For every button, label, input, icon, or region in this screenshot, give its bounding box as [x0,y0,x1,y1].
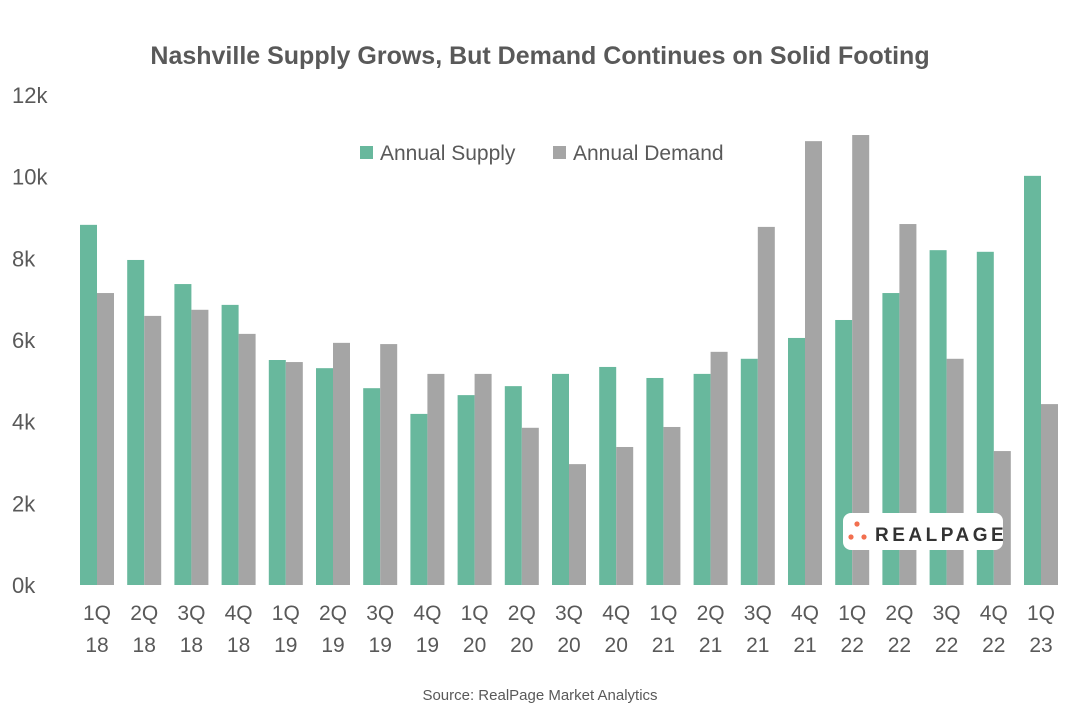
x-tick-label: 1Q [1027,602,1055,625]
x-tick-label: 3Q [933,602,961,625]
x-tick-label: 22 [888,634,911,657]
supply-bar [552,373,569,585]
x-tick-label: 20 [605,634,628,657]
y-tick-label: 10k [12,165,48,190]
demand-bar [805,141,822,585]
x-tick-label: 18 [133,634,156,657]
demand-bar [757,226,775,585]
x-tick-label: 19 [321,634,344,657]
supply-bar [268,360,286,585]
demand-bar [852,135,870,585]
supply-bar [693,373,711,585]
x-tick-label: 4Q [225,602,253,625]
x-tick-label: 20 [557,634,580,657]
supply-bar [410,413,428,585]
x-tick-label: 22 [982,634,1005,657]
x-tick-label: 1Q [461,602,489,625]
supply-bar [174,284,192,585]
demand-bar [569,464,586,585]
y-tick-label: 8k [12,246,36,271]
x-tick-label: 21 [699,634,722,657]
x-tick-label: 20 [510,634,533,657]
demand-bar [899,224,917,586]
supply-bar [1024,175,1041,585]
y-tick-label: 0k [12,573,36,598]
demand-bar [663,426,681,585]
supply-bar [504,386,522,585]
demand-bar [191,309,209,585]
y-tick-label: 12k [12,83,48,108]
logo-text: REALPAGE [875,525,1007,546]
x-tick-label: 22 [935,634,958,657]
x-tick-label: 22 [841,634,864,657]
x-tick-label: 4Q [980,602,1008,625]
supply-bar [788,337,805,585]
supply-bar [221,304,239,585]
x-tick-label: 1Q [272,602,300,625]
x-tick-label: 21 [746,634,769,657]
x-tick-label: 2Q [885,602,913,625]
x-tick-label: 18 [227,634,250,657]
x-tick-label: 19 [369,634,392,657]
supply-bar [127,259,145,585]
x-tick-label: 2Q [697,602,725,625]
y-tick-label: 4k [12,410,36,435]
demand-bar [238,333,256,585]
x-tick-label: 21 [652,634,675,657]
supply-bar [740,358,758,585]
legend-label: Annual Supply [380,142,516,165]
y-tick-label: 6k [12,328,36,353]
x-tick-label: 4Q [602,602,630,625]
demand-bar [521,427,539,585]
supply-bar [976,251,994,586]
chart-title: Nashville Supply Grows, But Demand Conti… [150,42,929,70]
demand-bar [946,358,964,585]
supply-bar [457,395,475,585]
x-tick-label: 19 [274,634,297,657]
demand-bar [380,344,398,585]
x-tick-label: 18 [180,634,203,657]
demand-bar [427,373,445,585]
demand-bar [474,373,492,585]
realpage-logo: REALPAGE [843,513,1007,550]
legend-label: Annual Demand [573,142,724,165]
supply-bar [646,377,664,585]
x-tick-label: 2Q [130,602,158,625]
x-tick-label: 18 [85,634,108,657]
x-tick-label: 3Q [744,602,772,625]
x-tick-label: 19 [416,634,439,657]
demand-bar [333,342,350,585]
supply-bar [80,224,97,585]
legend-swatch [360,146,373,159]
supply-bar [929,250,947,585]
x-tick-label: 1Q [838,602,866,625]
x-tick-label: 4Q [791,602,819,625]
x-tick-label: 3Q [177,602,205,625]
demand-bar [1041,404,1058,585]
demand-bar [710,351,728,585]
x-tick-label: 3Q [555,602,583,625]
supply-bar [316,368,333,585]
y-tick-label: 2k [12,491,36,516]
x-tick-label: 1Q [83,602,111,625]
supply-bar [599,366,617,585]
source-note: Source: RealPage Market Analytics [422,687,657,704]
supply-bar [363,388,381,585]
demand-bar [97,293,114,585]
x-tick-label: 20 [463,634,486,657]
supply-bar [882,293,900,585]
x-tick-label: 4Q [413,602,441,625]
x-tick-label: 1Q [649,602,677,625]
x-tick-label: 3Q [366,602,394,625]
x-tick-label: 23 [1029,634,1052,657]
x-tick-label: 21 [793,634,816,657]
x-tick-label: 2Q [508,602,536,625]
demand-bar [616,446,634,585]
demand-bar [285,362,303,585]
legend-swatch [553,146,566,159]
demand-bar [144,315,162,585]
x-tick-label: 2Q [319,602,347,625]
